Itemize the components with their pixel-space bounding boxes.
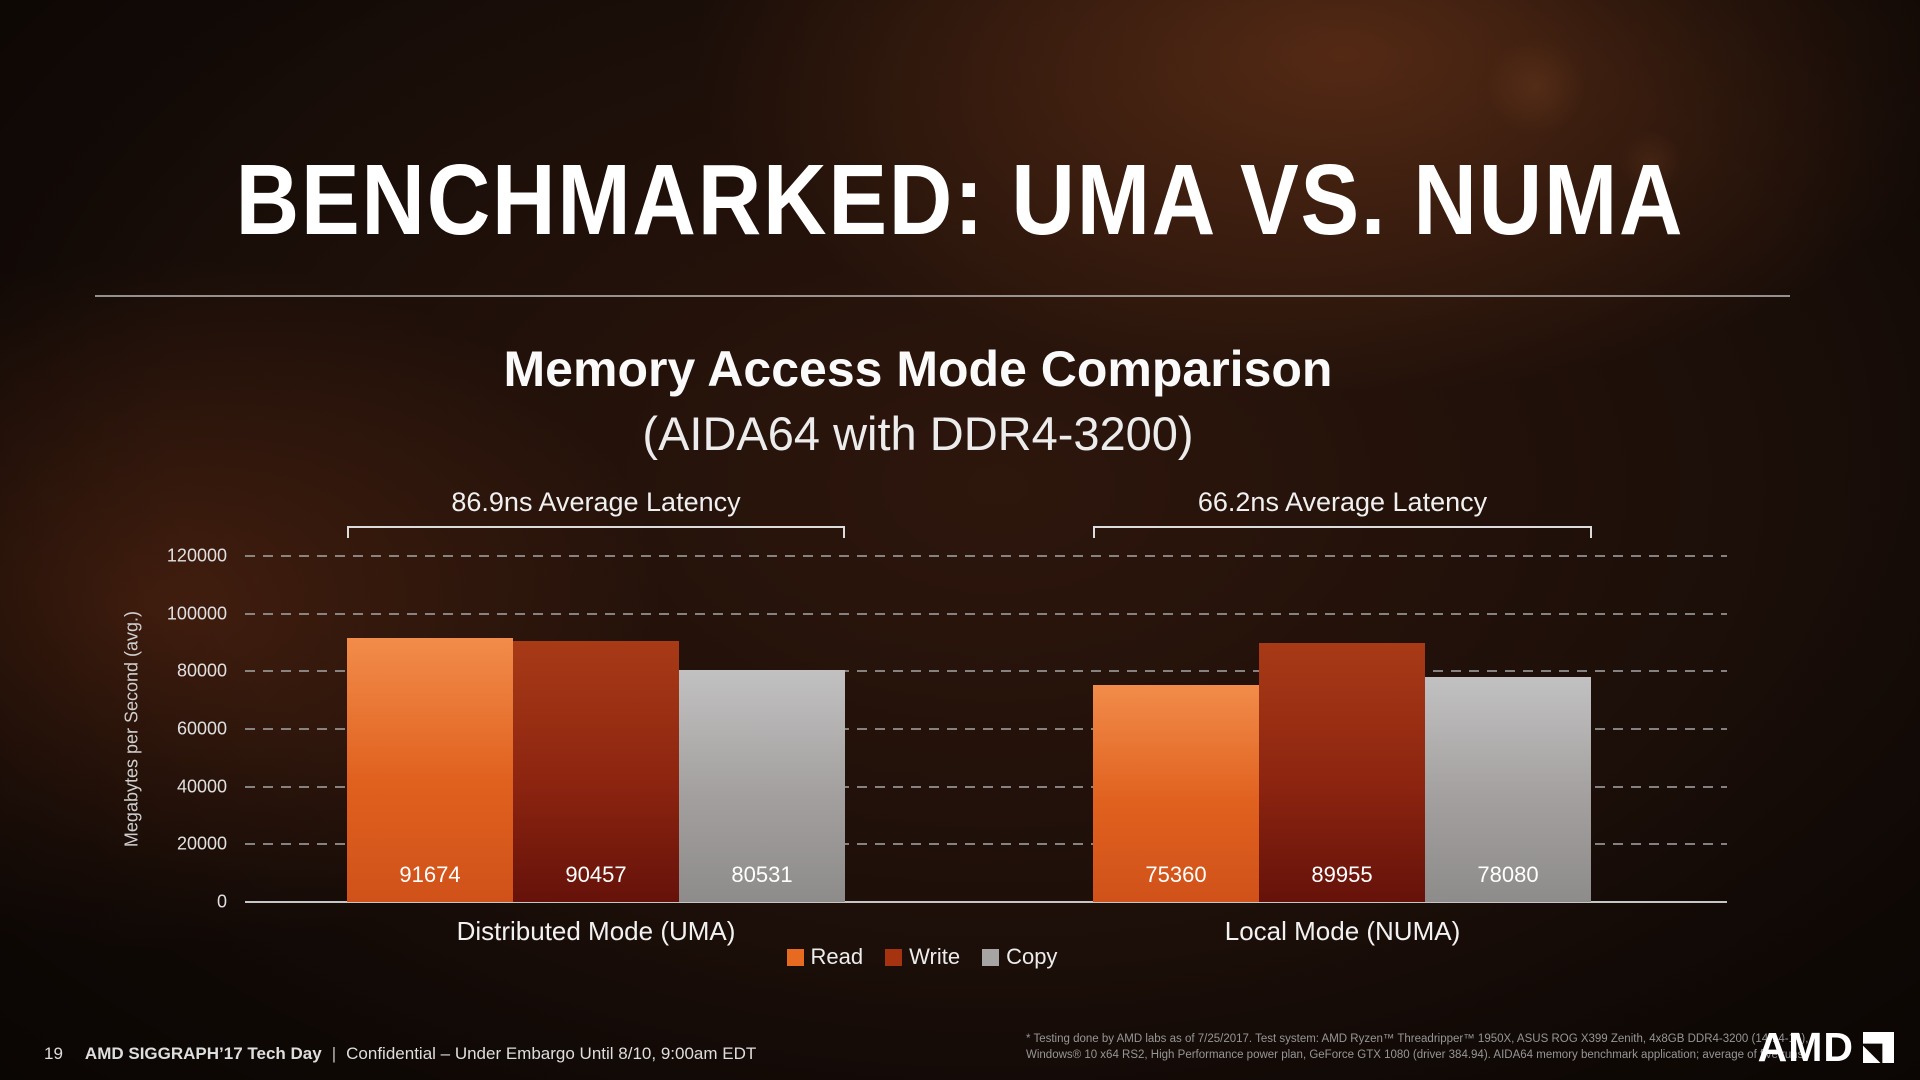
legend-label-read: Read <box>810 944 864 969</box>
legend-item-copy: Copy <box>982 944 1057 970</box>
bracket-uma <box>347 526 845 538</box>
latency-label-uma: 86.9ns Average Latency <box>451 487 741 517</box>
y-tick-label: 120000 <box>166 545 227 566</box>
footnote: * Testing done by AMD labs as of 7/25/20… <box>1026 1031 1809 1064</box>
page-number: 19 <box>44 1044 63 1063</box>
bracket-numa <box>1093 526 1592 538</box>
slide-title: BENCHMARKED: UMA VS. NUMA <box>235 144 1685 256</box>
bar-value-numa-write: 89955 <box>1311 862 1373 887</box>
bar-uma-write: 90457 <box>513 641 679 902</box>
footer: 19 AMD SIGGRAPH’17 Tech Day | Confidenti… <box>44 1044 756 1064</box>
y-tick-label: 80000 <box>176 660 227 681</box>
amd-arrow-icon <box>1863 1032 1894 1063</box>
gridline <box>245 843 1727 846</box>
bar-value-uma-copy: 80531 <box>731 862 793 887</box>
category-label-uma: Distributed Mode (UMA) <box>456 916 736 946</box>
footnote-line1: * Testing done by AMD labs as of 7/25/20… <box>1026 1032 1809 1045</box>
amd-logo: AMD <box>1758 1027 1894 1068</box>
plot-gridlines <box>245 555 1727 903</box>
latency-annotation-uma: 86.9ns Average Latency <box>347 487 845 538</box>
gridline <box>245 728 1727 730</box>
footer-event: AMD SIGGRAPH’17 Tech Day <box>84 1044 322 1063</box>
footer-confidential: Confidential – Under Embargo Until 8/10,… <box>346 1044 757 1063</box>
bar-value-uma-read: 91674 <box>399 862 461 887</box>
x-axis-line <box>245 901 1727 903</box>
amd-logo-text: AMD <box>1757 1024 1854 1070</box>
footer-separator: | <box>331 1044 337 1063</box>
legend-label-copy: Copy <box>1006 944 1058 969</box>
legend-item-read: Read <box>786 944 864 970</box>
bar-numa-read: 75360 <box>1093 684 1259 902</box>
legend-item-write: Write <box>885 944 960 970</box>
bar-group-numa: 75360 89955 78080 <box>1093 556 1591 902</box>
chart-subtitle: (AIDA64 with DDR4-3200) <box>642 407 1194 460</box>
y-tick-label: 100000 <box>166 603 227 624</box>
bar-uma-read: 91674 <box>347 637 513 902</box>
latency-annotation-numa: 66.2ns Average Latency <box>1093 487 1592 538</box>
category-label-numa: Local Mode (NUMA) <box>1224 916 1461 946</box>
y-tick-label: 40000 <box>176 776 227 797</box>
title-divider <box>95 295 1790 297</box>
latency-label-numa: 66.2ns Average Latency <box>1197 487 1488 517</box>
bar-value-numa-read: 75360 <box>1145 862 1207 887</box>
bar-value-numa-copy: 78080 <box>1477 862 1539 887</box>
chart-title: Memory Access Mode Comparison <box>503 341 1333 397</box>
y-tick-label: 20000 <box>176 833 227 854</box>
y-tick-label: 60000 <box>176 718 227 739</box>
y-tick-label: 0 <box>216 891 227 912</box>
legend-swatch-write <box>885 948 903 966</box>
legend-label-write: Write <box>909 944 961 969</box>
bar-numa-write: 89955 <box>1259 642 1425 902</box>
gridline <box>245 555 1727 557</box>
bar-uma-copy: 80531 <box>679 669 845 902</box>
bar-value-uma-write: 90457 <box>565 862 627 887</box>
gridline <box>245 670 1727 673</box>
footnote-line2: Windows® 10 x64 RS2, High Performance po… <box>1026 1049 1807 1062</box>
gridline <box>245 785 1727 788</box>
bar-numa-copy: 78080 <box>1425 676 1591 902</box>
legend-swatch-read <box>786 948 804 966</box>
chart-legend: Read Write Copy <box>0 944 1844 970</box>
bar-group-uma: 91674 90457 80531 <box>347 556 845 902</box>
y-axis-ticks: 0 20000 40000 60000 80000 100000 120000 <box>120 546 227 912</box>
plot-area: 91674 90457 80531 75360 89955 78080 <box>245 555 1727 903</box>
legend-swatch-copy <box>982 948 1000 966</box>
gridline <box>245 612 1727 615</box>
